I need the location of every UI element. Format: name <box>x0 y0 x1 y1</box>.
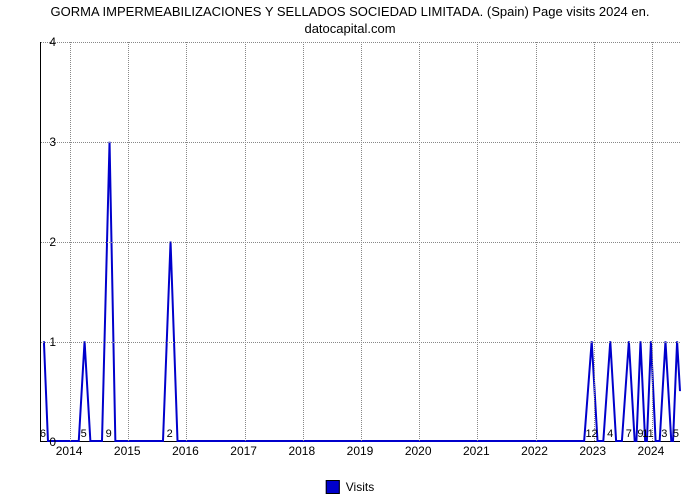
chart-plot-area <box>40 42 680 442</box>
x-tick-label: 2022 <box>521 444 548 458</box>
data-point-label: 7 <box>626 428 632 440</box>
chart-title: GORMA IMPERMEABILIZACIONES Y SELLADOS SO… <box>0 4 700 38</box>
data-point-label: 5 <box>81 428 87 440</box>
legend-swatch <box>326 480 340 494</box>
legend: Visits <box>326 480 374 494</box>
grid-line-v <box>128 42 129 441</box>
x-tick-label: 2021 <box>463 444 490 458</box>
data-point-label: 9 <box>106 428 112 440</box>
grid-line-v <box>652 42 653 441</box>
y-tick-label: 2 <box>49 235 56 249</box>
grid-line-v <box>477 42 478 441</box>
x-tick-label: 2015 <box>114 444 141 458</box>
x-tick-label: 2014 <box>56 444 83 458</box>
y-tick-label: 3 <box>49 135 56 149</box>
data-point-label: 3 <box>661 428 667 440</box>
x-tick-label: 2023 <box>579 444 606 458</box>
grid-line-v <box>186 42 187 441</box>
data-point-label: 4 <box>607 428 613 440</box>
y-tick-label: 1 <box>49 335 56 349</box>
x-tick-label: 2016 <box>172 444 199 458</box>
grid-line-v <box>303 42 304 441</box>
data-point-label: 12 <box>585 428 597 440</box>
legend-label: Visits <box>346 480 374 494</box>
y-tick-label: 4 <box>49 35 56 49</box>
x-tick-label: 2018 <box>288 444 315 458</box>
grid-line-v <box>70 42 71 441</box>
x-tick-label: 2024 <box>638 444 665 458</box>
data-point-label: 2 <box>167 428 173 440</box>
data-point-label: 6 <box>40 428 46 440</box>
grid-line-v <box>594 42 595 441</box>
x-tick-label: 2019 <box>347 444 374 458</box>
grid-line-v <box>245 42 246 441</box>
x-tick-label: 2017 <box>230 444 257 458</box>
x-tick-label: 2020 <box>405 444 432 458</box>
grid-line-v <box>419 42 420 441</box>
grid-line-v <box>361 42 362 441</box>
data-point-label: 5 <box>673 428 679 440</box>
data-point-label: 11 <box>642 428 653 440</box>
grid-line-v <box>536 42 537 441</box>
